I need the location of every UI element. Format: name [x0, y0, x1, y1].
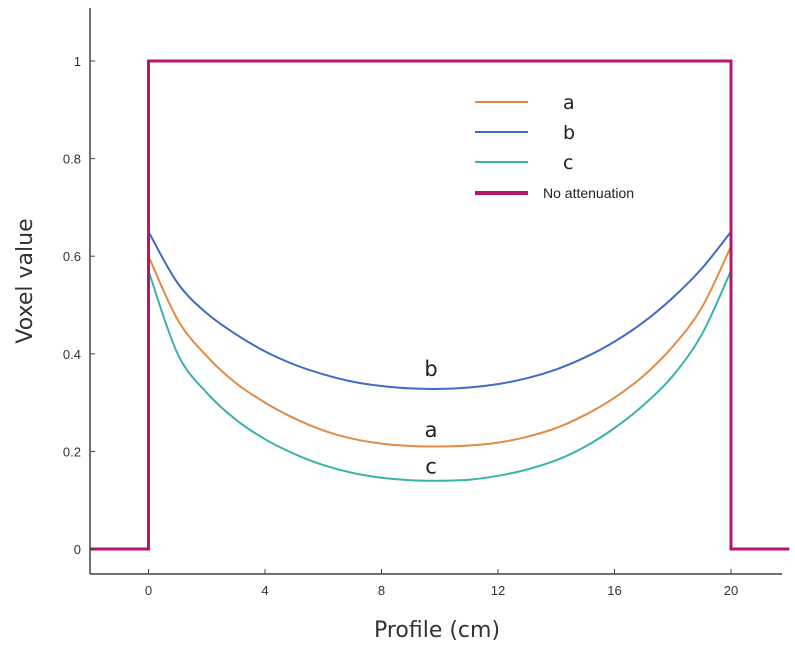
plot-lines — [90, 59, 790, 551]
curve-label-b: b — [424, 357, 437, 381]
curve-label-a: a — [425, 418, 438, 442]
x-tick-label: 16 — [607, 583, 621, 598]
legend: abc No attenuation — [475, 92, 634, 201]
y-tick-label: 1 — [74, 54, 81, 69]
legend-label-c: c — [563, 152, 573, 174]
axes — [89, 8, 782, 575]
y-tick-label: 0.4 — [63, 347, 81, 362]
y-axis-title: Voxel value — [13, 218, 38, 343]
x-axis-title: Profile (cm) — [374, 618, 500, 643]
curve-labels: b ac — [424, 357, 437, 479]
x-tick-label: 4 — [261, 583, 268, 598]
x-tick-label: 20 — [724, 583, 738, 598]
ticks: 0 4 8 12 16 20 0 0.2 0.4 0.6 0.8 1 — [63, 54, 738, 598]
y-tick-label: 0.6 — [63, 249, 81, 264]
series-line-c — [147, 270, 732, 482]
y-tick-label: 0 — [74, 542, 81, 557]
x-tick-label: 8 — [378, 583, 385, 598]
series-line-b — [147, 231, 732, 390]
y-tick-label: 0.8 — [63, 152, 81, 167]
x-tick-label: 12 — [491, 583, 505, 598]
series-line-a — [147, 245, 732, 448]
y-tick-label: 0.2 — [63, 444, 81, 459]
legend-label-b: b — [563, 122, 575, 144]
legend-label-a: a — [563, 92, 575, 114]
x-tick-label: 0 — [145, 583, 152, 598]
legend-label-no-attenuation: No attenuation — [543, 185, 634, 201]
series-line-no-attenuation — [90, 59, 790, 551]
curve-label-c: c — [425, 454, 437, 478]
